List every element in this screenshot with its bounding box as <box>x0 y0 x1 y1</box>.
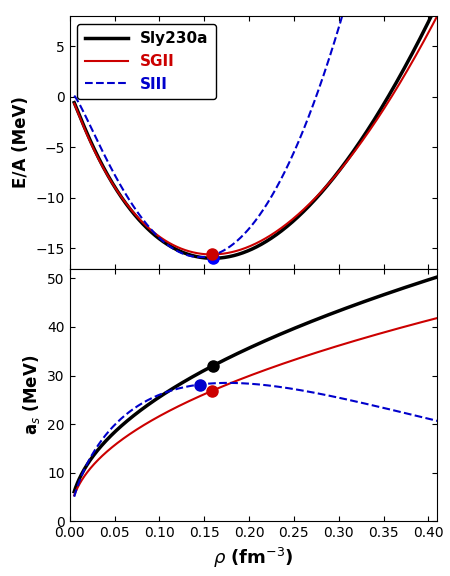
X-axis label: $\rho$ (fm$^{-3}$): $\rho$ (fm$^{-3}$) <box>213 545 294 570</box>
Y-axis label: a$_s$ (MeV): a$_s$ (MeV) <box>21 355 42 435</box>
Legend: Sly230a, SGII, SIII: Sly230a, SGII, SIII <box>77 24 216 99</box>
Y-axis label: E/A (MeV): E/A (MeV) <box>12 96 30 188</box>
